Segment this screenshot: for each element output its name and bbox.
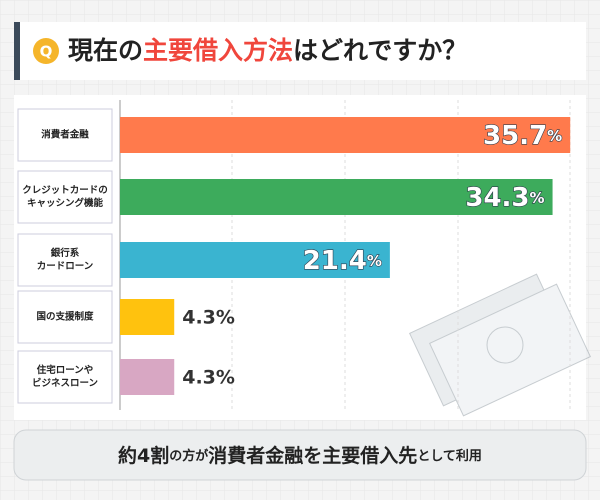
- category-label: 国の支援制度: [36, 311, 94, 323]
- bar: [120, 242, 390, 278]
- value-label: 4.3%: [182, 307, 235, 329]
- bar: [120, 179, 553, 215]
- value-unit: %: [547, 127, 562, 145]
- value-label: 4.3%: [182, 367, 235, 389]
- value-label: 34.3%: [465, 183, 544, 213]
- bar: [120, 299, 175, 335]
- q-letter: Q: [40, 43, 53, 61]
- title-part: 現在の: [68, 36, 143, 65]
- category-label: ビジネスローン: [32, 377, 98, 389]
- title-box: [14, 22, 586, 80]
- bar: [120, 359, 175, 395]
- chart-title: 現在の主要借入方法はどれですか？: [68, 36, 467, 65]
- footer: 約4割の方が消費者金融を主要借入先として利用: [118, 444, 482, 467]
- category-box: [17, 108, 113, 162]
- title-accent: [14, 22, 20, 80]
- value-label: 35.7%: [483, 121, 562, 151]
- category-label: 銀行系: [51, 247, 80, 259]
- category-box: [17, 350, 113, 404]
- value-unit: %: [530, 189, 545, 207]
- category-label: キャッシング機能: [27, 197, 104, 209]
- category-label: 住宅ローンや: [37, 364, 94, 376]
- category-box: [17, 233, 113, 287]
- footer-part: の方が: [169, 448, 208, 464]
- title-part: はどれですか？: [293, 36, 467, 65]
- value-number: 34.3: [465, 183, 529, 213]
- category-box: [17, 290, 113, 344]
- money-illustration: [408, 273, 592, 417]
- value-number: 21.4: [303, 246, 367, 276]
- bar: [120, 117, 571, 153]
- value-unit: %: [367, 252, 382, 270]
- value-number: 35.7: [483, 121, 547, 151]
- category-label: カードローン: [37, 261, 94, 272]
- value-label: 21.4%: [303, 246, 382, 276]
- footer-box: [13, 429, 587, 481]
- category-box: [17, 170, 113, 224]
- q-badge: [33, 38, 59, 64]
- footer-part: 消費者金融を主要借入先: [208, 444, 417, 467]
- title-highlight: 主要借入方法: [143, 36, 293, 65]
- footer-part: 約4割: [118, 444, 169, 467]
- footer-part: として利用: [417, 448, 482, 464]
- category-label: 消費者金融: [41, 129, 89, 141]
- category-label: クレジットカードの: [22, 185, 108, 196]
